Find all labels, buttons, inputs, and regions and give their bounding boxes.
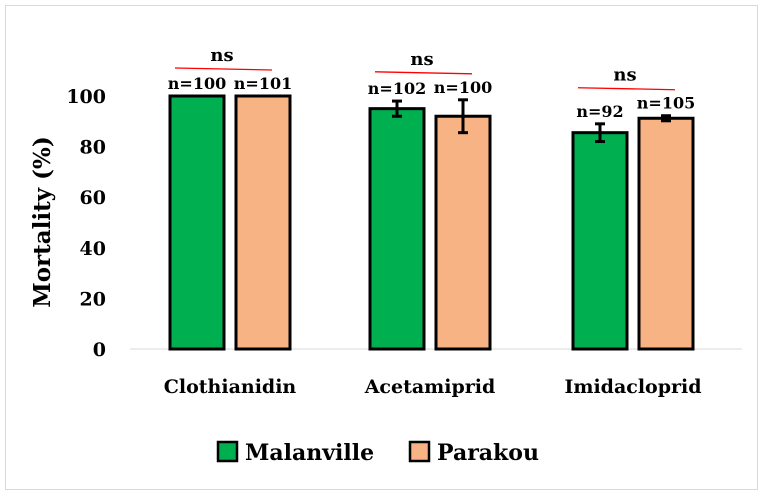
n-label: n=101: [234, 74, 292, 93]
legend-swatch-parakou: [408, 440, 431, 463]
significance-line: [577, 87, 676, 91]
legend-swatch-malanville: [216, 440, 239, 463]
bar-parakou: [434, 114, 492, 351]
x-tick-label: Imidacloprid: [564, 376, 701, 398]
significance-label: ns: [210, 45, 233, 66]
bar-parakou: [234, 94, 292, 351]
y-tick-label: 20: [80, 288, 106, 310]
bar-parakou: [637, 116, 695, 351]
y-tick-label: 0: [93, 339, 106, 361]
n-label: n=92: [576, 102, 623, 121]
significance-line: [174, 67, 273, 71]
y-tick-label: 100: [66, 86, 106, 108]
y-tick-label: 40: [80, 238, 106, 260]
n-label: n=102: [368, 79, 426, 98]
bar-malanville: [368, 107, 426, 351]
bar-malanville: [168, 94, 226, 351]
bar-malanville: [571, 131, 629, 351]
significance-label: ns: [410, 49, 433, 70]
significance-label: ns: [613, 65, 636, 86]
y-tick-label: 60: [80, 187, 106, 209]
legend-label: Malanville: [245, 440, 374, 466]
x-tick-label: Acetamiprid: [364, 376, 496, 398]
y-axis-label: Mortality (%): [29, 136, 56, 308]
n-label: n=100: [168, 74, 226, 93]
chart-frame: [5, 5, 758, 490]
x-tick-label: Clothianidin: [164, 376, 297, 398]
legend-label: Parakou: [437, 440, 539, 466]
n-label: n=105: [637, 94, 695, 113]
significance-line: [374, 71, 473, 75]
y-tick-label: 80: [80, 137, 106, 159]
n-label: n=100: [434, 78, 492, 97]
